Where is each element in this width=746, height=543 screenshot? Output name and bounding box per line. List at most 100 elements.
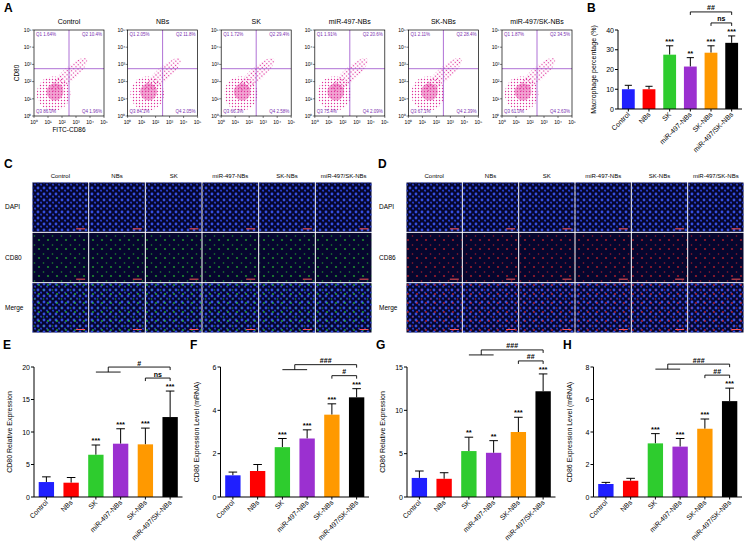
image-nuclei: [576, 183, 631, 232]
gate: [408, 68, 478, 69]
error-bar: [514, 417, 523, 432]
event-core: [140, 83, 157, 100]
panel-title: NBs: [156, 18, 170, 25]
image-nuclei: [259, 183, 315, 232]
y-tick: [500, 64, 502, 65]
bracket-label: ###: [506, 342, 518, 349]
x-tick: [518, 497, 519, 500]
image-bg: [89, 283, 145, 332]
x-tick-label: 10¹: [232, 119, 240, 125]
y-tick: [615, 30, 618, 31]
scale-bar: [506, 228, 515, 229]
y-tick: [313, 81, 315, 82]
image-signal: [203, 233, 259, 282]
y-tick-label: 0: [610, 106, 614, 113]
y-tick-label: 10⁵: [492, 27, 500, 33]
y-axis-title: Macrophage percentage (%): [590, 25, 598, 114]
significance: ***: [651, 425, 660, 434]
image-bg: [688, 233, 743, 282]
scale-bar: [450, 228, 459, 229]
scale-bar: [506, 329, 515, 330]
image-bg: [407, 183, 462, 232]
gate: [221, 68, 291, 69]
bar: [486, 453, 501, 497]
image-nuclei: [632, 183, 687, 232]
x-tick: [46, 497, 47, 500]
bracket: [96, 367, 170, 372]
gate: [128, 68, 198, 69]
y-tick: [219, 47, 221, 48]
y-tick: [126, 116, 128, 117]
error-bar: [539, 374, 548, 391]
y-tick: [219, 98, 221, 99]
scale-bar: [619, 228, 628, 229]
scale-bar: [450, 279, 459, 280]
y-tick-label: 0: [399, 494, 403, 501]
flow-plot: [315, 30, 385, 116]
y-tick: [31, 464, 34, 465]
y-tick: [406, 116, 408, 117]
quadrant-label: Q2 34.5%: [550, 32, 570, 37]
column-label: miR-497/SK-NBs: [693, 173, 739, 179]
y-tick: [591, 464, 594, 465]
x-tick: [419, 497, 420, 500]
x-tick-label: 10¹: [419, 119, 427, 125]
y-tick-label: 10⁵: [117, 27, 125, 33]
image-nuclei: [316, 283, 372, 332]
image-bg: [203, 283, 259, 332]
y-tick: [313, 98, 315, 99]
panel-title: SK-NBs: [431, 18, 456, 25]
gate: [502, 68, 572, 69]
y-tick: [591, 432, 594, 433]
image-nuclei: [203, 183, 259, 232]
plot-bg: [34, 30, 104, 116]
x-tick-label: miR-497/SK-NBs: [692, 110, 735, 153]
x-tick-label: miR-497-NBs: [658, 110, 693, 145]
gate: [69, 30, 70, 116]
x-tick-label: 10⁰: [217, 119, 225, 125]
bar: [535, 391, 550, 497]
column-label: SK: [543, 173, 551, 179]
x-tick-label: 10²: [339, 119, 347, 125]
x-tick-label: SK-NBs: [126, 498, 149, 521]
x-tick-label: SK-NBs: [499, 498, 522, 521]
y-tick-label: 10⁴: [398, 44, 406, 50]
y-tick: [219, 30, 221, 31]
y-tick: [591, 367, 594, 368]
image-bg: [259, 283, 315, 332]
x-tick-label: Control: [401, 498, 422, 519]
x-tick-label: 10⁴: [180, 119, 188, 125]
error-bar: [626, 478, 635, 480]
image-bg: [519, 233, 574, 282]
panel-letter: A: [4, 1, 13, 15]
flow-plot: [34, 30, 104, 116]
image-nuclei: [33, 183, 89, 232]
significance: ***: [278, 430, 287, 439]
bracket-label: ##: [707, 4, 715, 11]
scale-bar: [563, 279, 572, 280]
x-tick: [711, 109, 712, 112]
x-axis: [618, 109, 742, 110]
column-label: NBs: [485, 173, 496, 179]
bracket: [711, 23, 732, 26]
quadrant-label: Q4 2.63%: [550, 109, 570, 114]
y-axis-title: CD80 Expression Level (mRNA): [193, 382, 201, 482]
scale-bar: [76, 279, 85, 280]
plot-area: [225, 389, 364, 497]
bracket: [469, 350, 543, 355]
quadrant-label: Q1 1.64%: [36, 32, 56, 37]
y-tick-label: 10²: [24, 78, 32, 84]
scale-bar: [246, 279, 255, 280]
scale-bar: [133, 279, 142, 280]
y-tick-label: 10⁰: [305, 113, 313, 119]
x-tick: [120, 497, 121, 500]
image-signal: [89, 283, 145, 332]
quadrant-label: Q3 86.0%: [36, 109, 56, 114]
panel-title: miR-497/SK-NBs: [510, 18, 564, 25]
scale-bar: [619, 279, 628, 280]
bar: [697, 429, 712, 497]
panel-letter: B: [587, 1, 596, 15]
x-tick-label: 10⁴: [86, 119, 94, 125]
x-tick-label: miR-497-NBs: [648, 498, 683, 533]
image-signal: [33, 233, 89, 282]
